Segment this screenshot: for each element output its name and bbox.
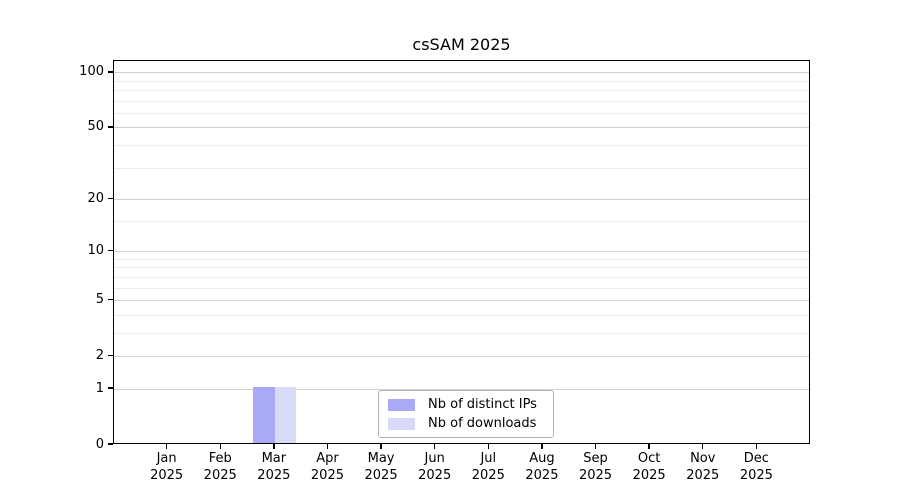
y-tick-mark — [107, 71, 113, 73]
x-tick-year: 2025 — [525, 467, 559, 483]
x-tick-month: Nov — [690, 451, 716, 466]
x-tick-month: Sep — [583, 451, 608, 466]
gridline-major — [114, 251, 809, 253]
x-tick-mark — [648, 444, 650, 449]
gridline-major — [114, 355, 809, 357]
x-tick-month: May — [367, 451, 395, 466]
x-tick-year: 2025 — [686, 467, 720, 483]
y-tick-label: 0 — [95, 436, 104, 452]
y-tick-label: 5 — [95, 292, 104, 308]
gridline-minor — [114, 90, 809, 92]
legend: Nb of distinct IPs Nb of downloads — [378, 390, 554, 438]
legend-swatch — [388, 398, 415, 411]
legend-label: Nb of distinct IPs — [428, 397, 537, 412]
x-tick-year: 2025 — [739, 467, 773, 483]
x-tick-label: Aug 2025 — [510, 451, 574, 484]
legend-item: Nb of downloads — [388, 416, 544, 431]
x-tick-mark — [380, 444, 382, 449]
x-tick-year: 2025 — [310, 467, 344, 483]
x-tick-month: Jan — [156, 451, 177, 466]
y-tick-label: 10 — [87, 243, 104, 259]
x-tick-month: Oct — [637, 451, 661, 466]
gridline-minor — [114, 332, 809, 334]
gridline-major — [114, 127, 809, 129]
y-tick-mark — [107, 126, 113, 128]
gridline-minor — [114, 287, 809, 289]
x-tick-year: 2025 — [203, 467, 237, 483]
bar-nb-of-distinct-ips-mar — [253, 387, 275, 443]
x-tick-label: Jan 2025 — [135, 451, 199, 484]
x-tick-year: 2025 — [632, 467, 666, 483]
x-tick-label: Mar 2025 — [242, 451, 306, 484]
x-tick-label: Dec 2025 — [724, 451, 788, 484]
y-tick-mark — [107, 249, 113, 252]
x-tick-label: Nov 2025 — [671, 451, 735, 484]
y-tick-mark — [107, 443, 113, 445]
gridline-minor — [114, 314, 809, 316]
x-tick-year: 2025 — [471, 467, 505, 483]
gridline-minor — [114, 145, 809, 147]
y-tick-mark — [107, 354, 113, 357]
gridline-major — [114, 72, 809, 74]
x-tick-mark — [755, 444, 758, 449]
y-tick-mark — [107, 197, 113, 200]
x-tick-year: 2025 — [578, 467, 613, 483]
x-tick-label: May 2025 — [349, 451, 413, 484]
x-tick-year: 2025 — [257, 467, 291, 483]
x-tick-label: Sep 2025 — [564, 451, 628, 484]
gridline-minor — [114, 276, 809, 278]
y-tick-label: 100 — [79, 64, 104, 80]
x-tick-mark — [273, 444, 275, 449]
x-tick-mark — [487, 444, 489, 449]
x-tick-month: Aug — [529, 451, 555, 466]
x-tick-mark — [165, 444, 168, 449]
legend-label: Nb of downloads — [428, 416, 537, 431]
gridline-minor — [114, 113, 809, 115]
gridline-minor — [114, 100, 809, 102]
x-tick-label: Jun 2025 — [403, 451, 467, 484]
x-tick-mark — [433, 444, 436, 449]
gridline-minor — [114, 80, 809, 82]
y-tick-label: 50 — [87, 119, 104, 135]
plot-area — [113, 60, 810, 444]
x-tick-month: Jul — [480, 451, 497, 466]
gridline-minor — [114, 167, 809, 169]
bar-nb-of-downloads-mar — [274, 387, 297, 443]
gridline-major — [114, 199, 809, 200]
x-tick-month: Jun — [424, 451, 445, 466]
x-tick-month: Feb — [208, 451, 232, 466]
x-tick-month: Apr — [316, 451, 339, 466]
x-tick-label: Feb 2025 — [188, 451, 252, 484]
x-tick-year: 2025 — [150, 467, 184, 483]
y-tick-label: 2 — [95, 347, 104, 363]
y-tick-mark — [107, 298, 113, 301]
x-tick-year: 2025 — [364, 467, 398, 483]
x-tick-label: Apr 2025 — [295, 451, 359, 484]
x-tick-month: Mar — [261, 451, 287, 466]
x-tick-mark — [219, 444, 221, 449]
x-tick-label: Oct 2025 — [617, 451, 681, 484]
gridline-minor — [114, 258, 809, 260]
legend-item: Nb of distinct IPs — [388, 397, 544, 412]
x-tick-year: 2025 — [418, 467, 452, 483]
gridline-major — [114, 300, 809, 302]
legend-swatch — [388, 417, 415, 430]
x-tick-mark — [594, 444, 597, 449]
x-tick-label: Jul 2025 — [456, 451, 520, 484]
chart-title: csSAM 2025 — [412, 35, 511, 54]
y-tick-label: 20 — [87, 191, 104, 206]
gridline-minor — [114, 220, 809, 222]
gridline-major — [114, 388, 809, 390]
x-tick-month: Dec — [743, 451, 769, 466]
gridline-minor — [114, 267, 809, 269]
y-tick-label: 1 — [95, 380, 104, 396]
x-tick-mark — [541, 444, 543, 449]
x-tick-mark — [702, 444, 704, 449]
x-tick-mark — [326, 444, 329, 449]
y-tick-mark — [107, 387, 113, 389]
